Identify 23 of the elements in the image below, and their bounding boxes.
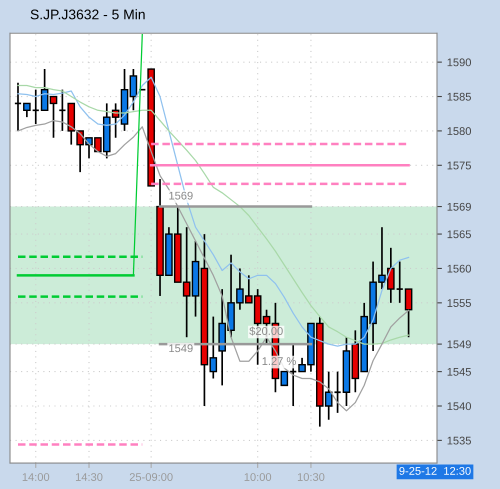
y-tick-label: 1555	[448, 299, 471, 307]
x-tick-label: 10:00	[244, 473, 272, 481]
annotation: 1549	[169, 344, 193, 352]
y-tick-label: 1585	[448, 92, 471, 101]
x-tick-label: 14:30	[76, 473, 102, 481]
y-tick-label: 1565	[448, 230, 471, 238]
x-tick-label: 14:00	[22, 473, 50, 481]
y-tick-label: 1545	[448, 368, 471, 376]
annotation: $20.00	[249, 326, 283, 336]
y-tick-label: 1575	[448, 162, 471, 170]
annotation: 1.27 %	[262, 357, 296, 366]
text: 9-25-12 12:30	[399, 467, 471, 475]
y-tick-label: 1569	[448, 202, 471, 211]
chart-title: S.JP.J3632 - 5 Min	[30, 9, 145, 20]
x-tick-label: 25-09:00	[130, 473, 173, 481]
y-tick-label: 1590	[448, 58, 472, 66]
y-tick-label: 1535	[448, 436, 471, 445]
y-tick-label: 1540	[448, 402, 472, 410]
x-tick-label: 10:30	[298, 473, 324, 481]
y-tick-label: 1560	[448, 264, 472, 273]
y-tick-label: 1580	[448, 127, 472, 136]
annotation: 1569	[169, 192, 193, 200]
y-tick-label: 1549	[448, 340, 471, 348]
